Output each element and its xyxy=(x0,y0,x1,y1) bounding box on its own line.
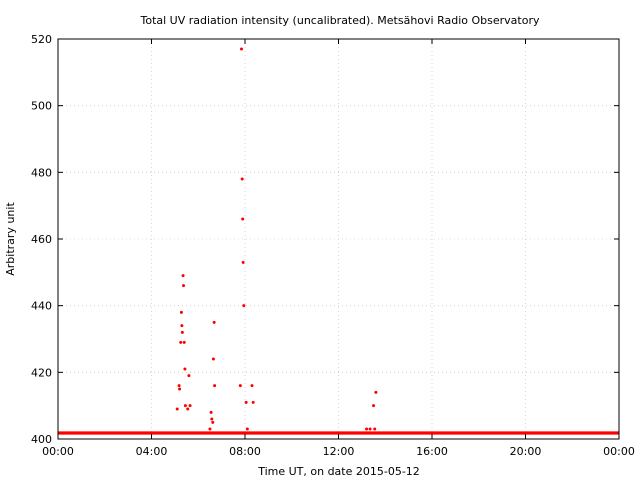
y-tick-label: 440 xyxy=(31,300,52,313)
y-tick-label: 460 xyxy=(31,233,52,246)
x-tick-label: 16:00 xyxy=(416,445,448,458)
data-point xyxy=(188,404,192,408)
data-point xyxy=(179,310,183,314)
y-tick-label: 480 xyxy=(31,166,52,179)
data-point xyxy=(240,177,244,181)
data-point xyxy=(209,410,213,414)
data-points xyxy=(175,47,378,431)
data-point xyxy=(183,367,187,371)
x-tick-label: 00:00 xyxy=(42,445,74,458)
data-point xyxy=(180,324,184,328)
data-point xyxy=(245,427,249,431)
data-point xyxy=(373,427,377,431)
x-tick-label: 00:00 xyxy=(603,445,635,458)
y-axis: 400 420 440 460 480 500 520 xyxy=(31,33,619,446)
data-point xyxy=(368,427,372,431)
data-point xyxy=(177,384,181,388)
data-point xyxy=(208,427,212,431)
data-point xyxy=(242,304,246,308)
data-point xyxy=(365,427,369,431)
x-tick-label: 12:00 xyxy=(323,445,355,458)
data-point xyxy=(241,260,245,264)
data-point xyxy=(178,387,182,391)
grid xyxy=(58,39,619,439)
y-tick-label: 500 xyxy=(31,100,52,113)
data-point xyxy=(183,404,187,408)
data-point xyxy=(372,404,376,408)
data-point xyxy=(210,417,214,421)
data-point xyxy=(212,320,216,324)
y-axis-label: Arbitrary unit xyxy=(4,202,17,276)
data-point xyxy=(239,47,243,51)
x-tick-label: 20:00 xyxy=(510,445,542,458)
x-axis: 00:00 04:00 08:00 12:00 16:00 20:00 00:00 xyxy=(42,39,635,458)
data-point xyxy=(182,284,186,288)
data-point xyxy=(250,384,254,388)
y-tick-label: 420 xyxy=(31,366,52,379)
data-point xyxy=(213,384,217,388)
x-tick-label: 04:00 xyxy=(136,445,168,458)
data-point xyxy=(181,274,185,278)
data-point xyxy=(211,420,215,424)
data-point xyxy=(374,390,378,394)
x-axis-label: Time UT, on date 2015-05-12 xyxy=(257,465,420,478)
x-tick-label: 08:00 xyxy=(229,445,261,458)
y-tick-label: 520 xyxy=(31,33,52,46)
data-point xyxy=(238,384,242,388)
data-point xyxy=(182,340,186,344)
chart-title: Total UV radiation intensity (uncalibrat… xyxy=(140,14,540,27)
y-tick-label: 400 xyxy=(31,433,52,446)
data-point xyxy=(241,217,245,221)
data-point xyxy=(187,374,191,378)
data-point xyxy=(175,407,179,411)
data-point xyxy=(179,340,183,344)
data-point xyxy=(180,330,184,334)
data-point xyxy=(211,357,215,361)
data-point xyxy=(186,407,190,411)
data-point xyxy=(251,400,255,404)
data-point xyxy=(244,400,248,404)
